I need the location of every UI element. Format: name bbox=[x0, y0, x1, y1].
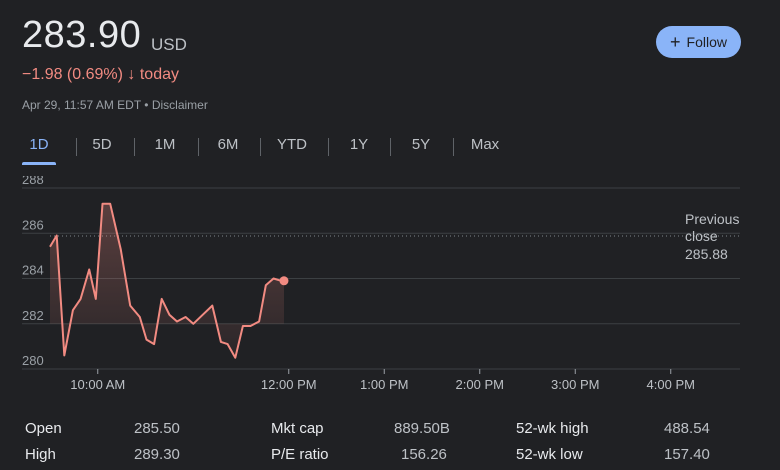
currency-label: USD bbox=[151, 35, 187, 54]
stat-value-high: 289.30 bbox=[134, 446, 180, 463]
tab-ytd[interactable]: YTD bbox=[277, 136, 307, 153]
price-area bbox=[50, 203, 284, 358]
stat-value-52wk-low: 157.40 bbox=[664, 446, 710, 463]
x-tick-label: 1:00 PM bbox=[360, 377, 408, 392]
price-change: −1.98 (0.69%) ↓ today bbox=[22, 66, 179, 83]
stat-label-high: High bbox=[25, 446, 56, 463]
tab-max[interactable]: Max bbox=[470, 136, 500, 153]
stat-value-52wk-high: 488.54 bbox=[664, 420, 710, 437]
stat-label-pe-ratio: P/E ratio bbox=[271, 446, 329, 463]
y-tick-label: 280 bbox=[22, 353, 44, 368]
tab-5y[interactable]: 5Y bbox=[411, 136, 431, 153]
y-tick-label: 288 bbox=[22, 176, 44, 187]
x-tick-label: 3:00 PM bbox=[551, 377, 599, 392]
quote-timestamp: Apr 29, 11:57 AM EDT • Disclaimer bbox=[22, 98, 208, 112]
tab-divider bbox=[134, 138, 135, 156]
tab-divider bbox=[260, 138, 261, 156]
tab-divider bbox=[453, 138, 454, 156]
y-tick-label: 282 bbox=[22, 308, 44, 323]
tab-divider bbox=[390, 138, 391, 156]
tab-divider bbox=[328, 138, 329, 156]
stat-label-open: Open bbox=[25, 420, 62, 437]
tab-5d[interactable]: 5D bbox=[92, 136, 112, 153]
x-tick-label: 12:00 PM bbox=[261, 377, 317, 392]
x-tick-label: 2:00 PM bbox=[456, 377, 504, 392]
x-tick-label: 4:00 PM bbox=[647, 377, 695, 392]
stat-label-mkt-cap: Mkt cap bbox=[271, 420, 324, 437]
stat-label-52wk-low: 52-wk low bbox=[516, 446, 583, 463]
tab-divider bbox=[76, 138, 77, 156]
price-chart[interactable]: 280 282 284 286 288 10:00 AM 12:00 PM 1:00 PM 2:… bbox=[0, 176, 780, 398]
stat-value-mkt-cap: 889.50B bbox=[394, 420, 450, 437]
previous-close-label: close bbox=[685, 228, 718, 244]
previous-close-value: 285.88 bbox=[685, 246, 728, 262]
plus-icon: + bbox=[670, 32, 681, 52]
stat-value-pe-ratio: 156.26 bbox=[401, 446, 447, 463]
stock-price: 283.90 bbox=[22, 14, 142, 56]
tab-1y[interactable]: 1Y bbox=[349, 136, 369, 153]
y-tick-label: 286 bbox=[22, 217, 44, 232]
stat-value-open: 285.50 bbox=[134, 420, 180, 437]
tab-1d[interactable]: 1D bbox=[22, 136, 56, 165]
tab-6m[interactable]: 6M bbox=[217, 136, 239, 153]
current-price-dot bbox=[279, 276, 289, 286]
x-tick-label: 10:00 AM bbox=[70, 377, 125, 392]
previous-close-label: Previous bbox=[685, 211, 739, 227]
tab-1m[interactable]: 1M bbox=[154, 136, 176, 153]
tab-divider bbox=[198, 138, 199, 156]
follow-button[interactable]: + Follow bbox=[656, 26, 741, 58]
follow-label: Follow bbox=[686, 34, 727, 50]
stat-label-52wk-high: 52-wk high bbox=[516, 420, 589, 437]
price-line bbox=[49, 202, 284, 359]
y-tick-label: 284 bbox=[22, 263, 44, 278]
